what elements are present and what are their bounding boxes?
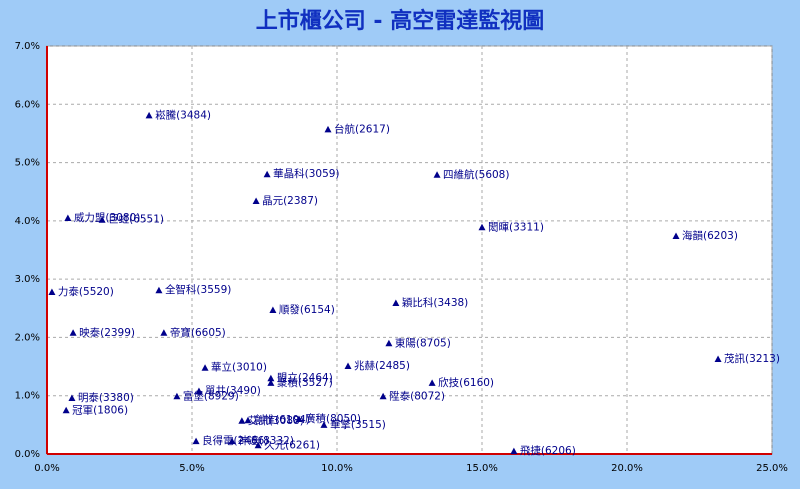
point-label: 廣積(8050) [305,412,361,425]
point [48,288,56,295]
point-label: 四維航(5608) [443,168,509,181]
point-label: 明泰(3380) [78,391,134,404]
point [672,232,680,240]
point [192,437,200,445]
point [64,214,72,221]
point-label: 力泰(5520) [58,285,114,298]
point [201,364,209,371]
point-label: 盟立(2464) [277,371,333,384]
point-label: 閎暉(3311) [488,221,544,233]
point-label: 帝寶(6605) [170,326,226,339]
x-tick-label: 20.0% [611,463,643,474]
point-label: 富堡(8929) [183,389,239,402]
point-label: 欣技(6160) [438,376,494,389]
point [145,111,153,119]
point [62,406,70,414]
point [714,355,722,362]
point-label: 兆赫(2485) [354,360,410,372]
point-label: 威力盟(3080) [74,211,140,224]
point [433,171,441,178]
y-tick-label: 6.0% [15,99,40,110]
point-label: 華擎(3515) [330,418,386,431]
point [160,329,168,336]
x-tick-label: 25.0% [756,463,788,474]
point [263,170,271,178]
y-tick-label: 3.0% [15,274,40,285]
point-label: 聚積(3527) [277,376,333,389]
x-tick-label: 5.0% [179,463,204,474]
point [478,223,486,231]
point [269,306,277,314]
point [68,394,76,402]
point [98,216,106,223]
x-tick-label: 10.0% [321,463,353,474]
point-label: 良得電(2466) [202,434,268,447]
point [428,379,436,386]
point [195,387,203,395]
plot-area [46,45,773,455]
point-label: 巨虹(6551) [108,214,164,226]
point-label: 崧騰(3484) [155,108,211,121]
x-tick-label: 15.0% [466,463,498,474]
point [385,339,393,347]
point [238,417,246,424]
point-label: 神達(8332) [238,434,294,447]
point-label: 茂訊(3213) [724,352,780,365]
point-label: 海韻(6203) [682,229,738,242]
y-tick-label: 0.0% [15,449,40,460]
y-tick-label: 7.0% [15,41,40,52]
point-label: 久元(6261) [264,439,320,451]
point [244,416,252,424]
point [320,421,328,428]
point [267,374,275,382]
point-label: 華晶科(3059) [273,167,339,180]
x-tick-label: 0.0% [34,463,59,474]
y-tick-label: 2.0% [15,332,40,343]
point-label: 陞泰(8072) [389,389,445,402]
point-label: 單井(3490) [205,384,261,397]
point [69,329,77,336]
point [252,197,260,205]
point-label: 晶元(2387) [262,195,318,207]
point-label: 全智科(3559) [165,283,231,296]
point [267,379,275,386]
point [379,392,387,400]
point [510,447,518,455]
chart-title: 上市櫃公司 - 高空雷達監視圖 [256,8,544,34]
point-label: 映泰(2399) [79,326,135,339]
point-label: 穎比科(3438) [402,296,468,309]
point [392,299,400,307]
point-label: 創惟(6104) [254,413,310,426]
point-label: 順發(6154) [279,303,335,316]
point [254,441,262,449]
point [155,286,163,294]
point-label: 華立(3010) [211,361,267,374]
point [295,415,303,423]
point-label: 飛捷(6206) [520,444,576,457]
point-label: 台航(2617) [334,122,390,135]
point [173,392,181,400]
y-tick-label: 5.0% [15,158,40,169]
point [228,437,236,445]
point [324,125,332,133]
y-tick-label: 4.0% [15,216,40,227]
point [344,362,352,369]
point-label: 艾訊(3088) [248,414,304,427]
y-tick-label: 1.0% [15,391,40,402]
point-label: 東陽(8705) [395,336,451,349]
point-label: 冠軍(1806) [72,404,128,416]
